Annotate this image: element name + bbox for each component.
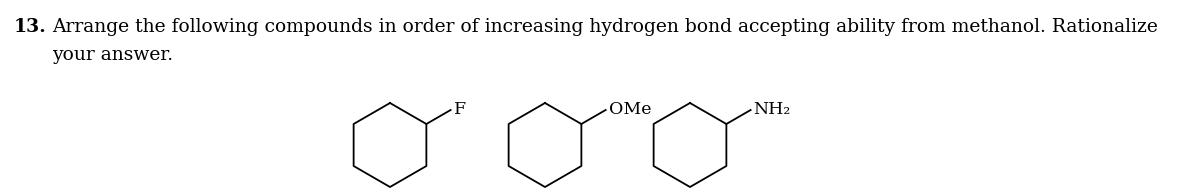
Text: your answer.: your answer. (52, 46, 173, 64)
Text: F: F (454, 102, 466, 119)
Text: OMe: OMe (608, 102, 652, 119)
Text: Arrange the following compounds in order of increasing hydrogen bond accepting a: Arrange the following compounds in order… (52, 18, 1158, 36)
Text: 13.: 13. (14, 18, 47, 36)
Text: NH₂: NH₂ (754, 102, 791, 119)
